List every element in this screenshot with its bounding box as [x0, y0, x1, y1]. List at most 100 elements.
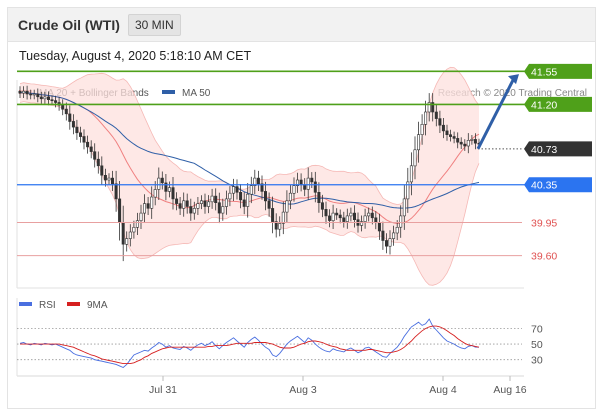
candle-body: [434, 111, 438, 119]
candle-body: [317, 192, 321, 204]
level-label-39.60: 39.60: [531, 251, 557, 263]
candle-body: [381, 230, 385, 241]
candle-body: [29, 93, 33, 96]
instrument-title: Crude Oil (WTI): [18, 17, 120, 33]
candle-body: [207, 201, 211, 207]
level-tag-40.35: [524, 177, 592, 193]
rsi-level-label-70: 70: [531, 323, 543, 335]
candle-body: [61, 105, 65, 110]
candle-body: [200, 200, 204, 204]
candle-body: [232, 186, 236, 194]
candle-body: [352, 212, 356, 221]
candle-body: [50, 99, 54, 101]
candle-body: [196, 203, 200, 209]
candle-body: [345, 215, 349, 222]
candle-body: [107, 177, 111, 181]
candle-body: [267, 200, 271, 209]
candle-body: [79, 132, 83, 137]
rsi-legend-label-rsi: RSI: [39, 300, 56, 311]
level-label-39.95: 39.95: [531, 218, 557, 230]
candle-body: [89, 146, 93, 152]
rsi-line: [19, 318, 479, 369]
candle-body: [96, 158, 100, 167]
candle-body: [456, 138, 460, 143]
candle-body: [242, 199, 246, 207]
candle-body: [146, 203, 150, 209]
candle-body: [114, 183, 118, 200]
candle-body: [445, 130, 449, 135]
candle-body: [413, 149, 417, 167]
candle-body: [214, 195, 218, 204]
candle-body: [260, 183, 264, 192]
candle-body: [118, 198, 122, 223]
candle-body: [441, 124, 445, 132]
forecast-arrow-head: [508, 74, 519, 85]
candle-body: [313, 181, 317, 193]
candle-body: [306, 177, 310, 190]
candle-body: [384, 240, 388, 247]
level-tag-40.73: [524, 141, 592, 157]
bollinger-upper: [19, 66, 480, 205]
candle-body: [71, 121, 75, 128]
forecast-arrow-shaft: [476, 79, 515, 150]
candle-body: [288, 192, 292, 202]
candle-body: [143, 203, 147, 214]
candle-body: [178, 203, 182, 209]
rsi-ma9-line: [20, 325, 480, 365]
candle-body: [331, 212, 335, 222]
candle-body: [370, 212, 374, 219]
bollinger-lower: [19, 101, 480, 286]
candle-body: [466, 140, 470, 147]
legend-label-ma50: MA 50: [182, 88, 211, 99]
candle-body: [22, 90, 26, 94]
candle-body: [427, 102, 431, 113]
x-tick-label-0: Jul 31: [149, 384, 177, 396]
rsi-level-label-50: 50: [531, 339, 543, 351]
candle-body: [46, 96, 50, 101]
timeframe-badge[interactable]: 30 MIN: [128, 14, 181, 36]
candles: [18, 85, 481, 262]
candle-body: [374, 217, 378, 223]
candle-body: [54, 100, 58, 103]
candle-body: [164, 182, 168, 192]
candle-body: [470, 139, 474, 141]
x-tick-label-3: Aug 16: [493, 384, 526, 396]
rsi-legend-label-9ma: 9MA: [87, 300, 108, 311]
candle-body: [335, 212, 339, 216]
candle-body: [392, 232, 396, 239]
candle-body: [295, 179, 299, 186]
chart-timestamp: Tuesday, August 4, 2020 5:18:10 AM CET: [19, 49, 252, 63]
candle-body: [278, 223, 282, 230]
candle-body: [463, 143, 467, 147]
candle-body: [235, 186, 239, 193]
candle-body: [395, 227, 399, 234]
candle-body: [253, 177, 257, 187]
rsi-legend-swatch-rsi: [19, 302, 32, 306]
candle-body: [360, 221, 364, 226]
x-tick-label-2: Aug 4: [429, 384, 457, 396]
candle-body: [281, 211, 285, 224]
candle-body: [167, 187, 171, 192]
candle-body: [182, 200, 186, 209]
candle-body: [160, 177, 164, 184]
candle-body: [246, 193, 250, 207]
level-tag-41.20: [524, 96, 592, 112]
candle-body: [271, 208, 275, 222]
candle-body: [256, 177, 260, 185]
candle-body: [185, 200, 189, 207]
candle-body: [409, 165, 413, 183]
candle-body: [377, 222, 381, 232]
candle-body: [139, 212, 143, 222]
level-tag-label-41.55: 41.55: [531, 66, 557, 78]
candle-body: [416, 134, 420, 151]
candle-body: [328, 215, 332, 221]
candle-body: [473, 139, 477, 144]
candle-body: [125, 238, 129, 245]
candle-body: [263, 191, 267, 202]
candle-body: [39, 96, 43, 100]
candle-body: [299, 179, 303, 185]
candle-body: [210, 195, 214, 203]
level-tag-label-40.35: 40.35: [531, 180, 557, 192]
candle-body: [452, 136, 456, 139]
